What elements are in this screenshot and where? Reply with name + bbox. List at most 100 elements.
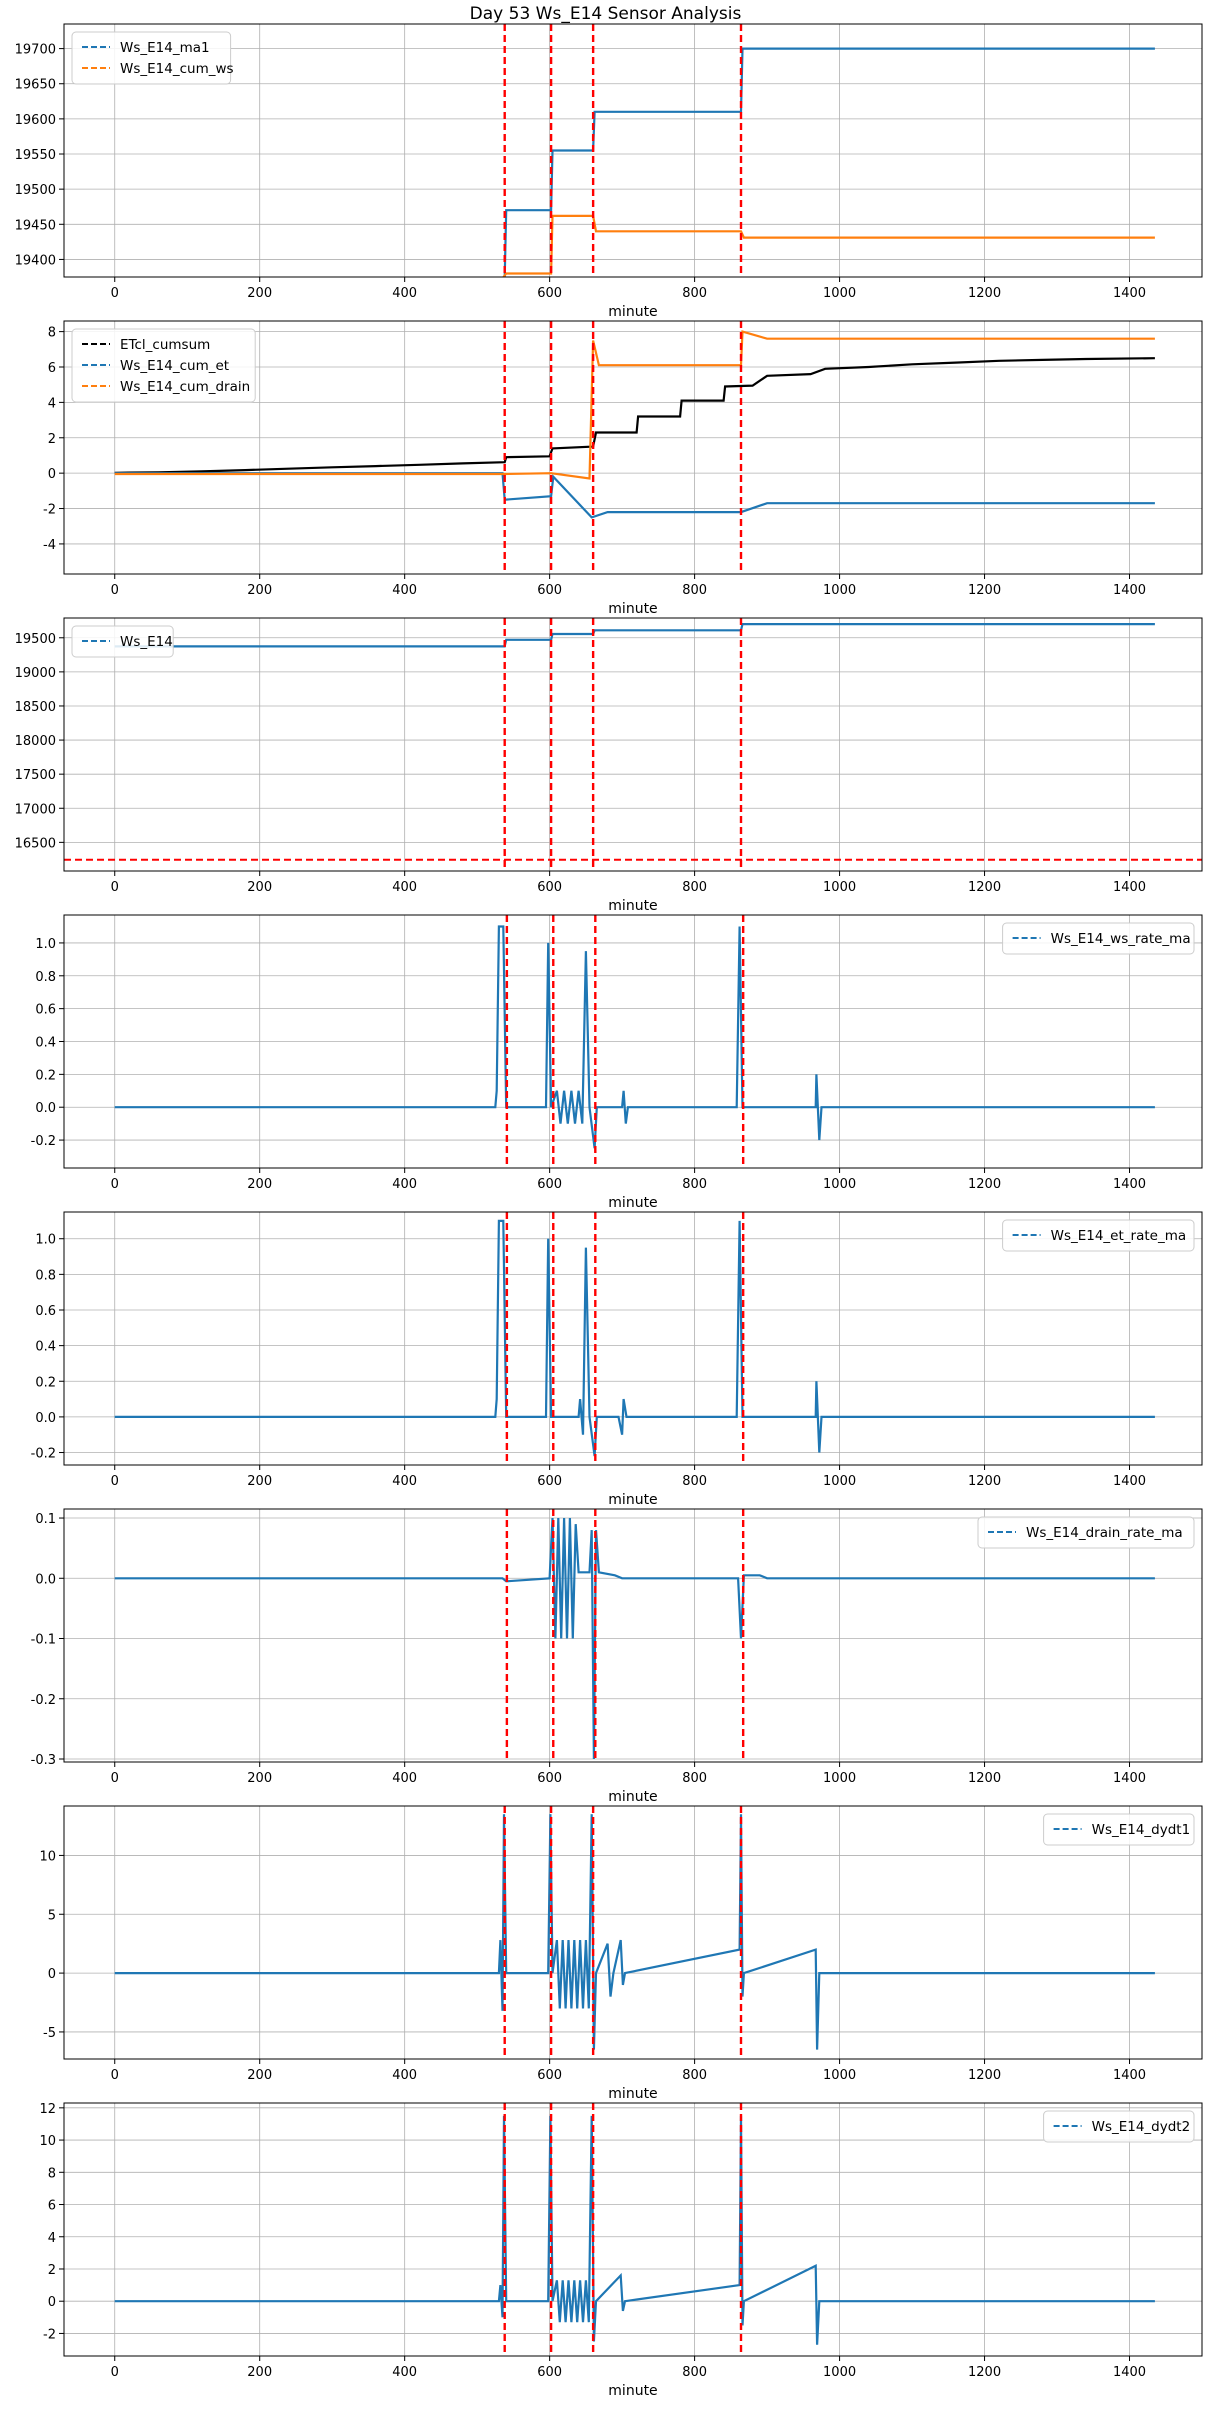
- legend-label: Ws_E14_dydt2: [1092, 2119, 1191, 2135]
- y-tick-label: 12: [39, 2102, 56, 2117]
- series-line-Ws_E14_cum_et: [114, 472, 1155, 519]
- y-tick-label: 17000: [15, 802, 56, 817]
- x-tick-label: 1200: [968, 880, 1001, 895]
- x-tick-label: 200: [247, 880, 272, 895]
- x-tick-label: 600: [537, 1771, 562, 1786]
- x-axis-label: minute: [608, 2086, 657, 2102]
- legend: ETcl_cumsum Ws_E14_cum_et Ws_E14_cum_drain: [71, 328, 256, 403]
- x-tick-label: 600: [537, 880, 562, 895]
- y-tick-label: 19550: [15, 148, 56, 163]
- y-tick-label: 0.2: [35, 1068, 56, 1083]
- plot-area: [114, 1212, 1155, 1465]
- x-axis-label: minute: [608, 2383, 657, 2399]
- axes-frame: [63, 23, 1203, 278]
- x-tick-label: 1400: [1113, 2068, 1146, 2083]
- x-tick-label: 800: [682, 880, 707, 895]
- legend-label: Ws_E14_ws_rate_ma: [1051, 931, 1191, 947]
- y-tick-label: 16500: [15, 836, 56, 851]
- legend-label: ETcl_cumsum: [120, 337, 210, 353]
- y-tick-label: -0.2: [31, 1134, 56, 1149]
- chart-panel-1: 0 200 400 600 800 1000 1200 1400 19400 19450 19500…: [15, 23, 1203, 320]
- x-tick-label: 400: [392, 880, 417, 895]
- x-tick-label: 400: [392, 286, 417, 301]
- axes-frame: [63, 1211, 1203, 1466]
- y-tick-label: 4: [48, 396, 56, 411]
- x-tick-label: 1000: [823, 1474, 856, 1489]
- legend-label: Ws_E14_cum_drain: [120, 379, 250, 395]
- x-tick-label: 200: [247, 286, 272, 301]
- series-line-Ws_E14_cum_ws: [502, 214, 1155, 277]
- x-tick-label: 200: [247, 1771, 272, 1786]
- chart-panel-2: 0 200 400 600 800 1000 1200 1400 -4 -2 0 2 4 6 8 minute…: [43, 320, 1203, 617]
- series-line-Ws_E14_dydt2: [114, 2115, 1155, 2345]
- chart-panel-3: 0 200 400 600 800 1000 1200 1400 16500 17000 17500…: [15, 617, 1203, 914]
- x-tick-label: 400: [392, 583, 417, 598]
- y-tick-label: 2: [48, 2263, 56, 2278]
- x-axis-label: minute: [608, 1195, 657, 1211]
- y-tick-label: 19500: [15, 183, 56, 198]
- x-tick-label: 1000: [823, 2068, 856, 2083]
- x-tick-label: 400: [392, 2365, 417, 2380]
- plot-area: [114, 1509, 1155, 1762]
- y-tick-label: -2: [43, 503, 56, 518]
- x-tick-label: 600: [537, 286, 562, 301]
- series-line-Ws_E14_ma1: [114, 47, 1155, 277]
- plot-area: [114, 2103, 1155, 2356]
- legend-label: Ws_E14_ma1: [120, 40, 210, 56]
- y-tick-label: -0.2: [31, 1447, 56, 1462]
- x-tick-label: 600: [537, 2365, 562, 2380]
- y-tick-label: 0.2: [35, 1375, 56, 1390]
- legend-label: Ws_E14_drain_rate_ma: [1026, 1525, 1183, 1541]
- figure-title: Day 53 Ws_E14 Sensor Analysis: [469, 4, 742, 24]
- y-tick-label: 0.0: [35, 1572, 56, 1587]
- series-line-Ws_E14_ws_rate_ma: [114, 925, 1155, 1149]
- x-tick-label: 1200: [968, 1177, 1001, 1192]
- plot-area: [114, 915, 1155, 1168]
- x-tick-label: 800: [682, 2365, 707, 2380]
- y-tick-label: 0: [48, 1967, 56, 1982]
- legend: Ws_E14_ma1 Ws_E14_cum_ws: [71, 31, 234, 85]
- chart-panel-5: 0 200 400 600 800 1000 1200 1400 -0.2 0.0 0.2 0.4 0.…: [31, 1211, 1203, 1508]
- y-tick-label: 0.6: [35, 1304, 56, 1319]
- series-line-Ws_E14_dydt1: [114, 1814, 1155, 2050]
- x-tick-label: 800: [682, 1771, 707, 1786]
- y-tick-label: -0.3: [31, 1753, 56, 1768]
- y-tick-label: 0: [48, 467, 56, 482]
- x-tick-label: 800: [682, 286, 707, 301]
- x-tick-label: 600: [537, 583, 562, 598]
- axes-frame: [63, 617, 1203, 872]
- x-tick-label: 1200: [968, 2365, 1001, 2380]
- x-tick-label: 1400: [1113, 286, 1146, 301]
- x-tick-label: 1000: [823, 2365, 856, 2380]
- y-tick-label: 10: [39, 1849, 56, 1864]
- x-tick-label: 400: [392, 1177, 417, 1192]
- y-tick-label: -0.2: [31, 1693, 56, 1708]
- axes-frame: [63, 1508, 1203, 1763]
- x-tick-label: 200: [247, 2365, 272, 2380]
- y-tick-label: -5: [43, 2026, 56, 2041]
- y-tick-label: 4: [48, 2231, 56, 2246]
- y-tick-label: 0.4: [35, 1340, 56, 1355]
- chart-panel-6: 0 200 400 600 800 1000 1200 1400 -0.3 -0.2 -0.1 0.0…: [31, 1508, 1203, 1805]
- legend-label: Ws_E14_cum_ws: [120, 61, 234, 77]
- x-axis-label: minute: [608, 1789, 657, 1805]
- legend-box: [1002, 1219, 1195, 1252]
- x-tick-label: 1400: [1113, 1771, 1146, 1786]
- y-tick-label: 0.8: [35, 970, 56, 985]
- legend-label: Ws_E14_et_rate_ma: [1051, 1228, 1187, 1244]
- y-tick-label: 2: [48, 432, 56, 447]
- x-tick-label: 1200: [968, 1474, 1001, 1489]
- x-tick-label: 600: [537, 2068, 562, 2083]
- x-axis-label: minute: [608, 898, 657, 914]
- x-tick-label: 0: [111, 583, 119, 598]
- chart-panel-8: 0 200 400 600 800 1000 1200 1400 -2 0 2 4 6 8 10 12 minu…: [39, 2102, 1203, 2399]
- plot-area: [114, 24, 1155, 277]
- x-tick-label: 600: [537, 1177, 562, 1192]
- x-tick-label: 200: [247, 2068, 272, 2083]
- legend: Ws_E14_dydt2: [1043, 2110, 1195, 2143]
- x-tick-label: 800: [682, 2068, 707, 2083]
- x-tick-label: 1400: [1113, 1177, 1146, 1192]
- y-tick-label: 10: [39, 2134, 56, 2149]
- y-tick-label: 19500: [15, 632, 56, 647]
